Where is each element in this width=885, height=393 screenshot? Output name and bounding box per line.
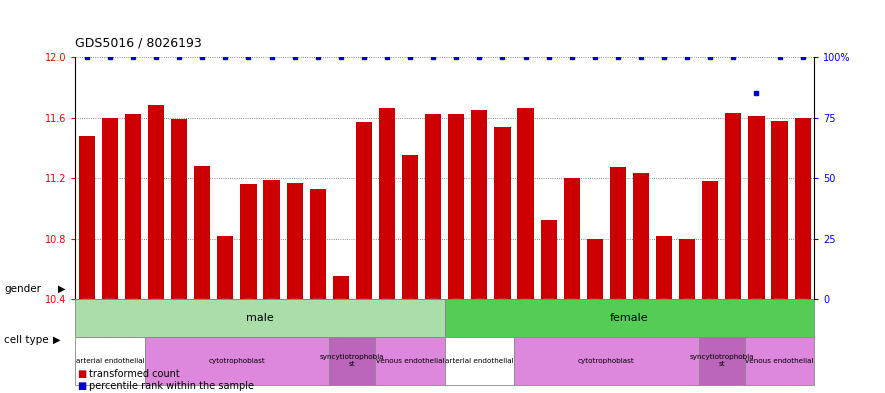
Text: syncytiotrophobla
st: syncytiotrophobla st xyxy=(320,354,385,367)
Bar xyxy=(333,276,349,299)
Text: GDS5016 / 8026193: GDS5016 / 8026193 xyxy=(75,36,202,49)
Bar xyxy=(795,118,811,299)
Text: cytotrophoblast: cytotrophoblast xyxy=(578,358,635,364)
Bar xyxy=(610,167,626,299)
Text: venous endothelial: venous endothelial xyxy=(745,358,814,364)
Bar xyxy=(102,118,118,299)
Bar xyxy=(217,235,234,299)
Bar xyxy=(264,180,280,299)
Text: female: female xyxy=(610,313,649,323)
Bar xyxy=(518,108,534,299)
Bar xyxy=(541,220,557,299)
Text: ▶: ▶ xyxy=(53,335,60,345)
Text: syncytiotrophobla
st: syncytiotrophobla st xyxy=(689,354,754,367)
Bar xyxy=(171,119,188,299)
Bar xyxy=(656,235,673,299)
Bar xyxy=(495,127,511,299)
Bar xyxy=(699,337,745,385)
Text: gender: gender xyxy=(4,284,42,294)
Text: arterial endothelial: arterial endothelial xyxy=(75,358,144,364)
Bar xyxy=(448,114,465,299)
Bar xyxy=(310,189,326,299)
Bar xyxy=(445,337,514,385)
Bar xyxy=(375,337,444,385)
Text: male: male xyxy=(246,313,273,323)
Text: ■: ■ xyxy=(77,369,86,379)
Bar xyxy=(356,122,372,299)
Bar xyxy=(514,337,699,385)
Bar xyxy=(79,136,95,299)
Bar xyxy=(148,105,164,299)
Text: ■: ■ xyxy=(77,381,86,391)
Bar xyxy=(587,239,603,299)
Text: arterial endothelial: arterial endothelial xyxy=(445,358,513,364)
Bar xyxy=(745,337,814,385)
Bar xyxy=(726,113,742,299)
Bar xyxy=(329,337,375,385)
Bar xyxy=(125,114,141,299)
Text: percentile rank within the sample: percentile rank within the sample xyxy=(89,381,254,391)
Bar xyxy=(564,178,580,299)
Bar xyxy=(679,239,696,299)
Bar xyxy=(472,110,488,299)
Bar xyxy=(749,116,765,299)
Bar xyxy=(633,173,649,299)
Bar xyxy=(75,337,144,385)
Text: ▶: ▶ xyxy=(58,284,65,294)
Text: cytotrophoblast: cytotrophoblast xyxy=(209,358,266,364)
Bar xyxy=(402,155,418,299)
Bar xyxy=(75,299,445,337)
Bar xyxy=(144,337,329,385)
Bar xyxy=(379,108,395,299)
Bar xyxy=(287,183,303,299)
Bar xyxy=(772,121,788,299)
Text: venous endothelial: venous endothelial xyxy=(376,358,444,364)
Bar xyxy=(425,114,442,299)
Bar xyxy=(194,166,211,299)
Bar xyxy=(702,181,719,299)
Text: transformed count: transformed count xyxy=(89,369,181,379)
Bar xyxy=(445,299,814,337)
Bar xyxy=(241,184,257,299)
Text: cell type: cell type xyxy=(4,335,49,345)
